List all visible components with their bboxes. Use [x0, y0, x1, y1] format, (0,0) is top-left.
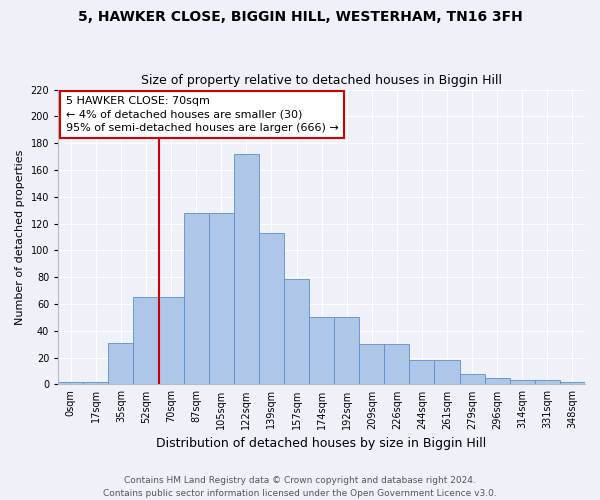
Bar — [109, 343, 133, 384]
Bar — [184, 213, 209, 384]
Text: 5, HAWKER CLOSE, BIGGIN HILL, WESTERHAM, TN16 3FH: 5, HAWKER CLOSE, BIGGIN HILL, WESTERHAM,… — [77, 10, 523, 24]
Bar — [560, 382, 585, 384]
Bar — [460, 374, 485, 384]
Bar — [58, 382, 83, 384]
X-axis label: Distribution of detached houses by size in Biggin Hill: Distribution of detached houses by size … — [157, 437, 487, 450]
Bar — [385, 344, 409, 385]
Bar — [359, 344, 385, 385]
Bar — [284, 278, 309, 384]
Bar — [510, 380, 535, 384]
Text: 5 HAWKER CLOSE: 70sqm
← 4% of detached houses are smaller (30)
95% of semi-detac: 5 HAWKER CLOSE: 70sqm ← 4% of detached h… — [66, 96, 338, 132]
Bar — [485, 378, 510, 384]
Bar — [83, 382, 109, 384]
Bar — [434, 360, 460, 384]
Y-axis label: Number of detached properties: Number of detached properties — [15, 150, 25, 324]
Bar — [259, 233, 284, 384]
Title: Size of property relative to detached houses in Biggin Hill: Size of property relative to detached ho… — [141, 74, 502, 87]
Bar — [334, 318, 359, 384]
Bar — [309, 318, 334, 384]
Bar — [535, 380, 560, 384]
Bar — [209, 213, 234, 384]
Bar — [133, 298, 158, 384]
Bar — [234, 154, 259, 384]
Bar — [409, 360, 434, 384]
Text: Contains HM Land Registry data © Crown copyright and database right 2024.
Contai: Contains HM Land Registry data © Crown c… — [103, 476, 497, 498]
Bar — [158, 298, 184, 384]
